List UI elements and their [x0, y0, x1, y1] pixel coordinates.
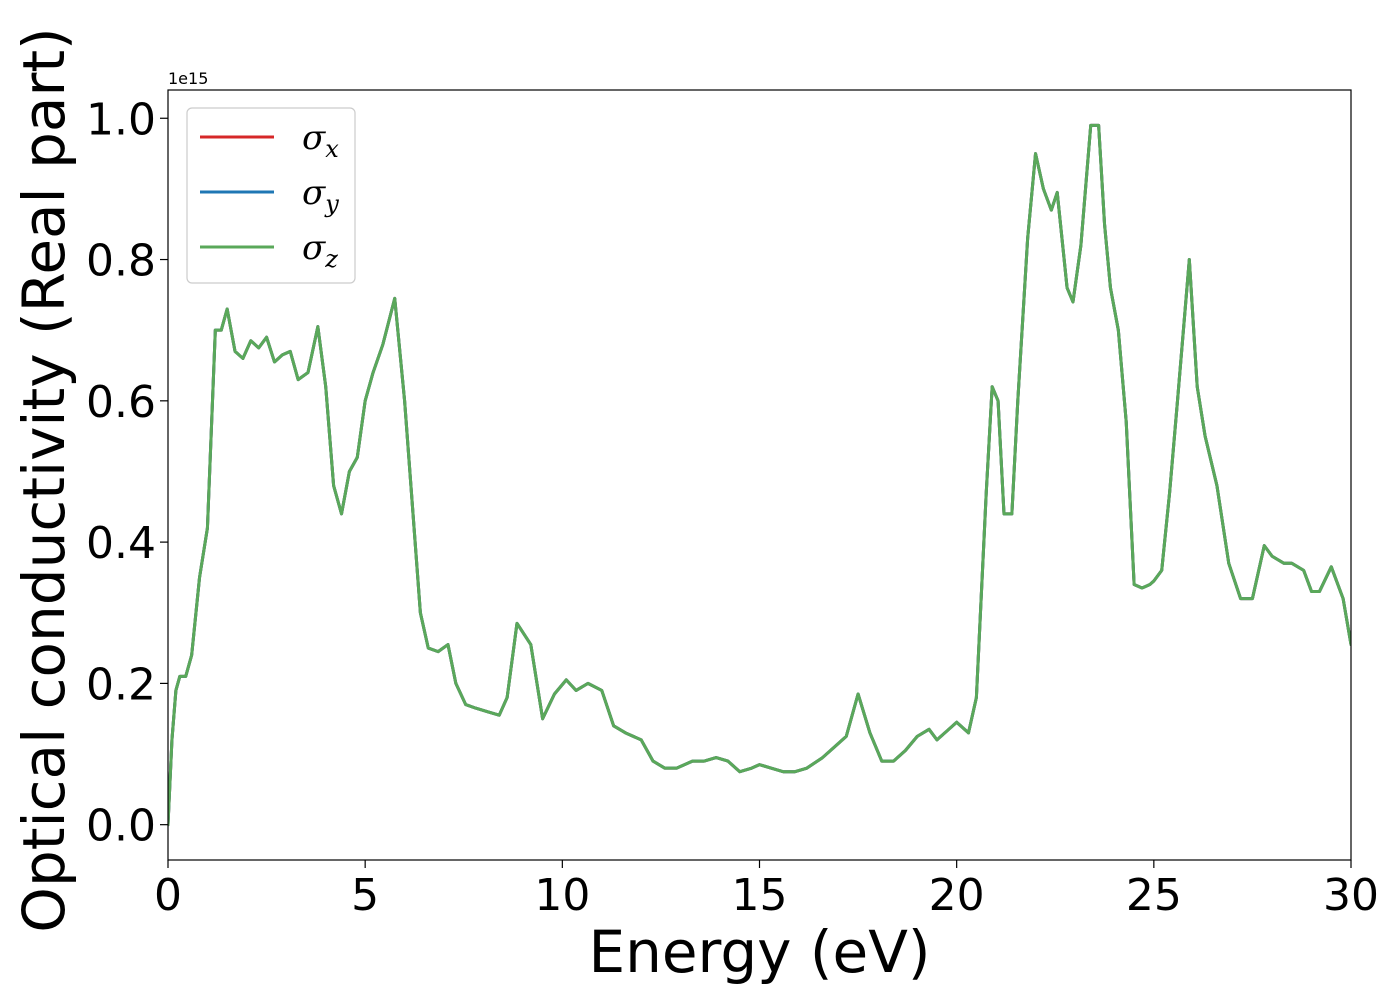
legend-entry-sigma-y: σy	[302, 173, 339, 218]
x-tick-label: 0	[154, 870, 182, 921]
x-tick-label: 25	[1126, 870, 1182, 921]
y-tick-label: 1.0	[86, 94, 156, 145]
y-tick-label: 0.0	[86, 801, 156, 852]
x-tick-label: 20	[929, 870, 985, 921]
legend: σx σy σz	[186, 107, 356, 284]
y-tick-label: 0.8	[86, 236, 156, 287]
x-tick-label: 10	[534, 870, 590, 921]
y-axis-title: Optical conductivity (Real part)	[10, 27, 78, 932]
x-tick-label: 30	[1323, 870, 1379, 921]
legend-entry-sigma-z: σz	[302, 228, 338, 273]
y-axis: 0.0 0.2 0.4 0.6 0.8 1.0	[86, 94, 168, 852]
x-tick-label: 5	[351, 870, 379, 921]
y-tick-label: 0.6	[86, 377, 156, 428]
series-lines	[168, 123, 1351, 827]
x-axis-title: Energy (eV)	[588, 918, 930, 986]
y-axis-offset-label: 1e15	[168, 69, 208, 88]
plot-area	[167, 89, 1352, 861]
y-tick-label: 0.2	[86, 659, 156, 710]
legend-entry-sigma-x: σx	[302, 118, 339, 163]
legend-box	[186, 107, 356, 284]
series-line-sigma-z	[168, 123, 1351, 827]
y-tick-label: 0.4	[86, 518, 156, 569]
x-axis: 0 5 10 15 20 25 30	[154, 860, 1379, 921]
x-tick-label: 15	[732, 870, 788, 921]
